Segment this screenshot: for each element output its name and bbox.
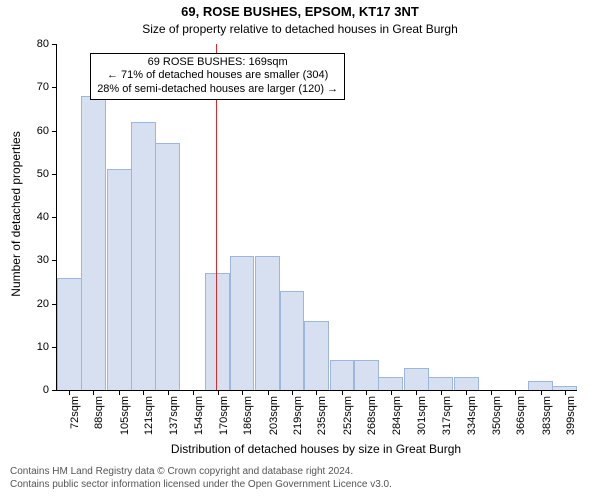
annotation-line: 69 ROSE BUSHES: 169sqm — [97, 56, 338, 70]
plot-area: 0102030405060708072sqm88sqm105sqm121sqm1… — [56, 44, 577, 391]
y-tick-label: 0 — [43, 384, 57, 396]
x-tick — [143, 390, 144, 395]
x-tick-label: 383sqm — [541, 396, 553, 435]
x-tick-label: 219sqm — [292, 396, 304, 435]
histogram-bar — [155, 143, 180, 390]
annotation-line: 28% of semi-detached houses are larger (… — [97, 83, 338, 97]
y-axis-label: Number of detached properties — [9, 41, 23, 387]
x-tick-label: 366sqm — [515, 396, 527, 435]
x-tick-label: 121sqm — [143, 396, 155, 435]
histogram-bar — [428, 377, 453, 390]
x-tick — [93, 390, 94, 395]
y-tick-label: 30 — [37, 254, 57, 266]
footer-line-1: Contains HM Land Registry data © Crown c… — [10, 466, 353, 477]
x-tick — [168, 390, 169, 395]
histogram-bar — [552, 386, 577, 390]
x-tick — [515, 390, 516, 395]
x-tick-label: 252sqm — [342, 396, 354, 435]
histogram-bar — [230, 256, 255, 390]
footer-line-2: Contains public sector information licen… — [10, 479, 392, 490]
y-tick-label: 40 — [37, 211, 57, 223]
x-tick — [316, 390, 317, 395]
annotation-box: 69 ROSE BUSHES: 169sqm← 71% of detached … — [90, 53, 345, 100]
x-axis-label: Distribution of detached houses by size … — [56, 442, 576, 456]
x-tick — [565, 390, 566, 395]
x-tick-label: 268sqm — [366, 396, 378, 435]
histogram-bar — [205, 273, 230, 390]
x-tick-label: 350sqm — [491, 396, 503, 435]
annotation-line: ← 71% of detached houses are smaller (30… — [97, 69, 338, 83]
x-tick — [441, 390, 442, 395]
histogram-bar — [280, 291, 305, 390]
x-tick-label: 235sqm — [316, 396, 328, 435]
y-tick-label: 80 — [37, 38, 57, 50]
x-tick — [366, 390, 367, 395]
x-tick-label: 334sqm — [466, 396, 478, 435]
x-tick-label: 317sqm — [441, 396, 453, 435]
x-tick-label: 137sqm — [168, 396, 180, 435]
histogram-bar — [528, 381, 553, 390]
histogram-bar — [330, 360, 355, 390]
x-tick — [466, 390, 467, 395]
x-tick-label: 399sqm — [565, 396, 577, 435]
histogram-bar — [378, 377, 403, 390]
y-tick-label: 60 — [37, 125, 57, 137]
x-tick — [242, 390, 243, 395]
x-tick — [218, 390, 219, 395]
x-tick — [416, 390, 417, 395]
x-tick — [342, 390, 343, 395]
x-tick-label: 203sqm — [268, 396, 280, 435]
y-tick-label: 70 — [37, 81, 57, 93]
chart-subtitle: Size of property relative to detached ho… — [0, 22, 600, 36]
y-tick-label: 50 — [37, 168, 57, 180]
y-tick-label: 20 — [37, 298, 57, 310]
histogram-bar — [255, 256, 280, 390]
x-tick — [69, 390, 70, 395]
y-tick-label: 10 — [37, 341, 57, 353]
x-tick-label: 170sqm — [218, 396, 230, 435]
x-tick — [119, 390, 120, 395]
histogram-bar — [304, 321, 329, 390]
histogram-bar — [354, 360, 379, 390]
x-tick-label: 186sqm — [242, 396, 254, 435]
histogram-bar — [404, 368, 429, 390]
x-tick-label: 284sqm — [391, 396, 403, 435]
x-tick — [391, 390, 392, 395]
chart-title: 69, ROSE BUSHES, EPSOM, KT17 3NT — [0, 4, 600, 19]
property-size-chart: 69, ROSE BUSHES, EPSOM, KT17 3NT Size of… — [0, 0, 600, 500]
x-tick — [292, 390, 293, 395]
x-tick-label: 154sqm — [193, 396, 205, 435]
x-tick-label: 72sqm — [69, 396, 81, 429]
x-tick — [541, 390, 542, 395]
x-tick-label: 105sqm — [119, 396, 131, 435]
histogram-bar — [454, 377, 479, 390]
x-tick-label: 301sqm — [416, 396, 428, 435]
x-tick-label: 88sqm — [93, 396, 105, 429]
x-tick — [491, 390, 492, 395]
histogram-bar — [81, 96, 106, 390]
histogram-bar — [131, 122, 156, 390]
x-tick — [193, 390, 194, 395]
histogram-bar — [107, 169, 132, 390]
x-tick — [268, 390, 269, 395]
histogram-bar — [57, 278, 82, 390]
